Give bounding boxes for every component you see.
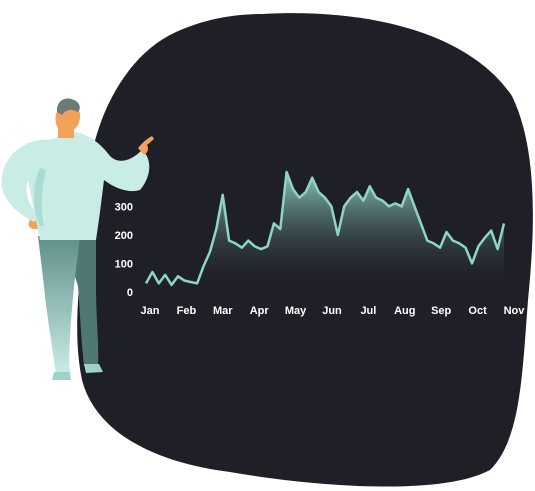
- x-axis: Jan Feb Mar Apr May Jun Jul Aug Sep Oct Nov: [141, 305, 526, 317]
- x-tick-label: Jul: [360, 305, 376, 317]
- x-tick-label: Nov: [504, 305, 526, 317]
- x-tick-label: Mar: [213, 305, 233, 317]
- x-tick-label: Feb: [177, 305, 197, 317]
- series-area: [146, 172, 504, 292]
- person-back-leg: [62, 236, 99, 366]
- person-hair: [56, 98, 80, 115]
- person-hand-pointing: [138, 136, 154, 155]
- x-tick-label: Jun: [322, 305, 342, 317]
- y-tick-label: 100: [115, 258, 133, 270]
- person-arm-shading: [33, 168, 46, 226]
- person-shoe-right: [84, 364, 103, 373]
- x-tick-label: May: [285, 305, 307, 317]
- y-tick-label: 200: [115, 230, 133, 242]
- person-shoe-left: [52, 372, 71, 380]
- x-tick-label: Sep: [431, 305, 451, 317]
- series-line: [144, 170, 506, 287]
- person-front-leg: [38, 236, 80, 374]
- y-tick-label: 300: [115, 201, 133, 213]
- person-pointing-illustration: [1, 98, 154, 380]
- x-tick-label: Jan: [141, 305, 160, 317]
- x-tick-label: Oct: [468, 305, 487, 317]
- x-tick-label: Apr: [250, 305, 270, 317]
- x-tick-label: Aug: [394, 305, 415, 317]
- y-tick-label: 0: [127, 287, 133, 299]
- chart-plot: [144, 170, 506, 292]
